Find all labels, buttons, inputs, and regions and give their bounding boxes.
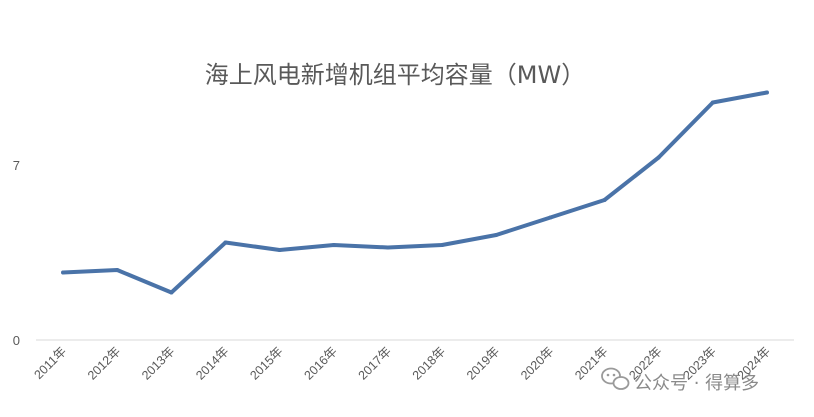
y-axis-ticks: 07 xyxy=(13,158,20,348)
series-line xyxy=(61,90,769,295)
x-tick-label: 2020年 xyxy=(518,344,556,382)
x-tick-label: 2011年 xyxy=(31,344,69,382)
x-tick-label: 2013年 xyxy=(139,344,177,382)
x-tick-label: 2016年 xyxy=(302,344,340,382)
x-tick-label: 2012年 xyxy=(85,344,123,382)
data-point xyxy=(223,240,228,245)
data-point xyxy=(602,198,607,202)
data-point xyxy=(764,90,769,95)
series-group xyxy=(61,90,769,295)
x-tick-label: 2015年 xyxy=(247,344,285,382)
y-tick-label: 7 xyxy=(13,158,20,173)
data-point xyxy=(277,248,282,252)
y-tick-label: 0 xyxy=(13,333,20,348)
data-point xyxy=(710,100,715,105)
x-tick-label: 2014年 xyxy=(193,344,231,382)
x-tick-label: 2021年 xyxy=(572,344,610,382)
data-point xyxy=(656,155,661,160)
data-point xyxy=(494,233,499,237)
x-tick-label: 2017年 xyxy=(356,344,394,382)
watermark: 公众号 · 得算多 xyxy=(601,367,759,394)
x-tick-label: 2019年 xyxy=(464,344,502,382)
data-point xyxy=(440,243,445,247)
chart-title: 海上风电新增机组平均容量（MW） xyxy=(205,61,585,89)
data-point xyxy=(548,215,553,220)
watermark-text: 公众号 · 得算多 xyxy=(634,373,759,394)
wechat-icon xyxy=(601,367,630,390)
data-point xyxy=(385,245,390,250)
data-point xyxy=(115,268,120,272)
data-point xyxy=(331,243,336,247)
x-tick-label: 2018年 xyxy=(410,344,448,382)
data-point xyxy=(169,290,174,295)
data-point xyxy=(61,270,66,275)
